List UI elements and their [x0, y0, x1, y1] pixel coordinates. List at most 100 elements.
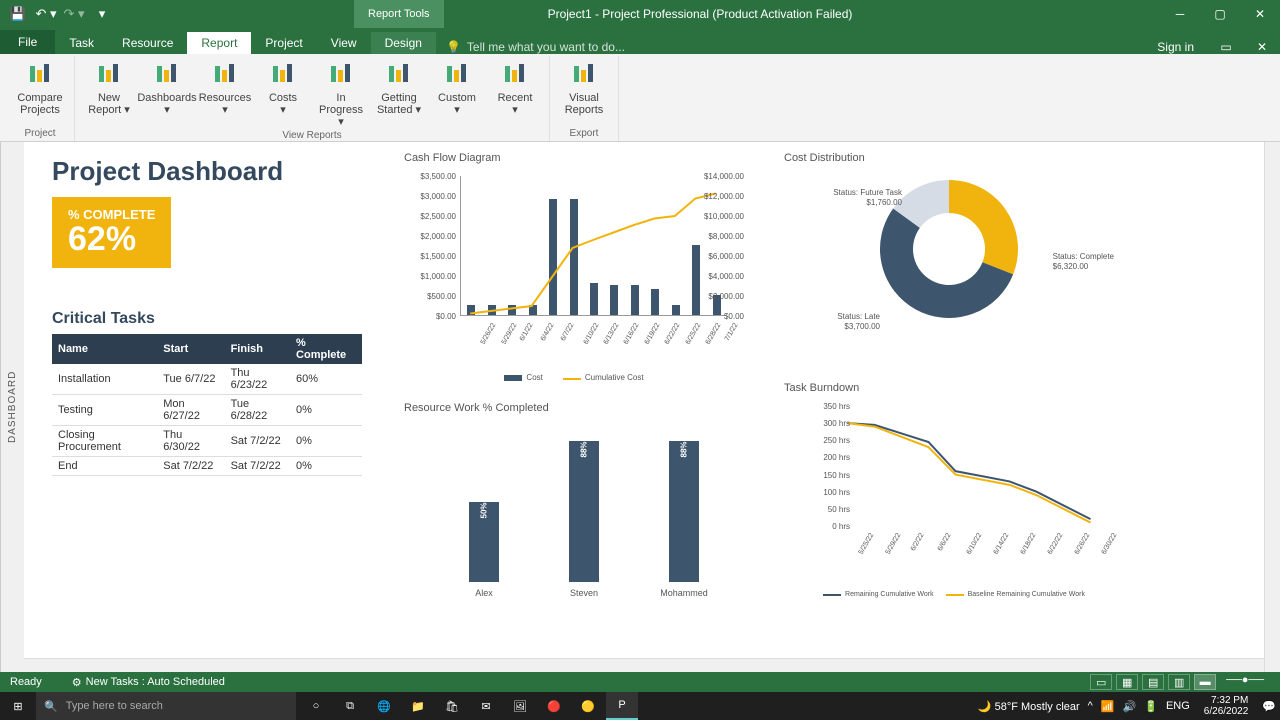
burndown-title: Task Burndown	[784, 382, 1124, 394]
table-row[interactable]: Closing ProcurementThu 6/30/22Sat 7/2/22…	[52, 426, 362, 457]
cost-distribution-chart[interactable]: Cost Distribution Status: Late$3,700.00 …	[784, 152, 1114, 372]
start-button[interactable]: ⊞	[0, 692, 36, 720]
table-cell: 0%	[290, 395, 362, 426]
taskbar-search[interactable]: 🔍 Type here to search	[36, 692, 296, 720]
tray-chevron-icon[interactable]: ^	[1088, 700, 1093, 712]
ribbon-recent-button[interactable]: Recent▾	[487, 56, 543, 130]
search-placeholder: Type here to search	[66, 700, 163, 712]
ribbon-visual-button[interactable]: VisualReports	[556, 56, 612, 118]
sign-in-link[interactable]: Sign in	[1143, 40, 1208, 54]
ribbon-new-report-button[interactable]: NewReport ▾	[81, 56, 137, 130]
edge-icon[interactable]: 🌐	[368, 692, 400, 720]
task-view-icon[interactable]: ⧉	[334, 692, 366, 720]
redo-icon[interactable]: ↷ ▾	[62, 2, 86, 26]
table-cell: 0%	[290, 457, 362, 476]
store-icon[interactable]: 🛍	[436, 692, 468, 720]
tell-me-search[interactable]: 💡 Tell me what you want to do...	[436, 40, 1143, 54]
clock[interactable]: 7:32 PM6/26/2022	[1198, 695, 1255, 717]
ribbon-compare-button[interactable]: CompareProjects	[12, 56, 68, 118]
battery-icon[interactable]: 🔋	[1144, 700, 1158, 713]
language-indicator[interactable]: ENG	[1166, 700, 1190, 712]
ribbon-display-icon[interactable]: ▭	[1208, 40, 1244, 54]
table-cell: Sat 7/2/22	[157, 457, 224, 476]
tab-task[interactable]: Task	[55, 32, 108, 54]
table-cell: Tue 6/28/22	[225, 395, 290, 426]
view-report-icon[interactable]: ▬	[1194, 674, 1216, 690]
schedule-mode-icon[interactable]: ⚙	[72, 676, 82, 689]
ribbon-custom-button[interactable]: Custom▾	[429, 56, 485, 130]
ribbon-group-label: Project	[24, 128, 55, 141]
kpi-value: 62%	[68, 222, 155, 256]
view-gantt-icon[interactable]: ▭	[1090, 674, 1112, 690]
dashboards-icon	[151, 58, 183, 90]
table-cell: Mon 6/27/22	[157, 395, 224, 426]
close-icon[interactable]: ✕	[1240, 0, 1280, 28]
status-schedule-mode[interactable]: New Tasks : Auto Scheduled	[86, 676, 225, 688]
view-shortcuts: ▭ ▦ ▤ ▥ ▬ ──●──	[1090, 674, 1270, 690]
ribbon-resources-button[interactable]: Resources▾	[197, 56, 253, 130]
title-bar: 💾 ↶ ▾ ↷ ▾ ▾ Report Tools Project1 - Proj…	[0, 0, 1280, 28]
restore-icon[interactable]: ▢	[1200, 0, 1240, 28]
lightbulb-icon: 💡	[446, 40, 461, 54]
tab-report[interactable]: Report	[187, 32, 251, 54]
burndown-legend: Remaining Cumulative Work Baseline Remai…	[784, 591, 1124, 598]
table-cell: End	[52, 457, 157, 476]
ribbon-dashboards-button[interactable]: Dashboards▾	[139, 56, 195, 130]
tellme-placeholder: Tell me what you want to do...	[467, 40, 625, 54]
tab-resource[interactable]: Resource	[108, 32, 187, 54]
ribbon-group: NewReport ▾Dashboards▾Resources▾Costs▾In…	[75, 56, 550, 141]
zoom-slider[interactable]: ──●──	[1226, 674, 1264, 690]
tab-project[interactable]: Project	[251, 32, 316, 54]
view-team-planner-icon[interactable]: ▤	[1142, 674, 1164, 690]
chrome2-icon[interactable]: 🟡	[572, 692, 604, 720]
save-icon[interactable]: 💾	[6, 2, 30, 26]
horizontal-scrollbar[interactable]	[24, 658, 1264, 672]
new-report-icon	[93, 58, 125, 90]
table-row[interactable]: TestingMon 6/27/22Tue 6/28/220%	[52, 395, 362, 426]
table-row[interactable]: InstallationTue 6/7/22Thu 6/23/2260%	[52, 364, 362, 395]
taskbar-pinned-apps: ○ ⧉ 🌐 📁 🛍 ✉ 🖼 🔴 🟡 P	[300, 692, 638, 720]
tab-file[interactable]: File	[0, 30, 55, 54]
photos-icon[interactable]: 🖼	[504, 692, 536, 720]
view-side-tab[interactable]: DASHBOARD	[0, 142, 24, 672]
compare-icon	[24, 58, 56, 90]
undo-icon[interactable]: ↶ ▾	[34, 2, 58, 26]
wifi-icon[interactable]: 📶	[1101, 700, 1115, 713]
custom-icon	[441, 58, 473, 90]
cash-flow-chart[interactable]: Cash Flow Diagram Cost Cumulative Cost $…	[404, 152, 744, 382]
tab-design[interactable]: Design	[371, 32, 436, 54]
chrome-icon[interactable]: 🔴	[538, 692, 570, 720]
qat-more-icon[interactable]: ▾	[90, 2, 114, 26]
kpi-complete-box[interactable]: % COMPLETE 62%	[52, 197, 171, 268]
resource-work-chart[interactable]: Resource Work % Completed 50%Alex88%Stev…	[404, 402, 744, 612]
volume-icon[interactable]: 🔊	[1123, 700, 1137, 713]
notifications-icon[interactable]: 💬	[1262, 700, 1276, 713]
dashboard-canvas[interactable]: Project Dashboard % COMPLETE 62% Critica…	[24, 142, 1264, 672]
task-burndown-chart[interactable]: Task Burndown Remaining Cumulative Work …	[784, 382, 1124, 612]
table-row[interactable]: EndSat 7/2/22Sat 7/2/220%	[52, 457, 362, 476]
windows-taskbar: ⊞ 🔍 Type here to search ○ ⧉ 🌐 📁 🛍 ✉ 🖼 🔴 …	[0, 692, 1280, 720]
tab-view[interactable]: View	[317, 32, 371, 54]
table-cell: Thu 6/23/22	[225, 364, 290, 395]
ribbon-progress-button[interactable]: In Progress▾	[313, 56, 369, 130]
weather-widget[interactable]: 🌙 58°F Mostly clear	[978, 700, 1080, 713]
resource-xlabel: Alex	[475, 588, 493, 598]
project-app-icon[interactable]: P	[606, 692, 638, 720]
explorer-icon[interactable]: 📁	[402, 692, 434, 720]
table-cell: Installation	[52, 364, 157, 395]
table-header: Start	[157, 334, 224, 364]
status-bar: Ready ⚙ New Tasks : Auto Scheduled ▭ ▦ ▤…	[0, 672, 1280, 692]
view-task-usage-icon[interactable]: ▦	[1116, 674, 1138, 690]
ribbon-started-button[interactable]: GettingStarted ▾	[371, 56, 427, 130]
vertical-scrollbar[interactable]	[1264, 142, 1280, 672]
cortana-icon[interactable]: ○	[300, 692, 332, 720]
minimize-icon[interactable]: ─	[1160, 0, 1200, 28]
ribbon-body: CompareProjects Project NewReport ▾Dashboa…	[0, 54, 1280, 142]
ribbon-costs-button[interactable]: Costs▾	[255, 56, 311, 130]
status-ready: Ready	[10, 676, 42, 688]
critical-tasks-table[interactable]: NameStartFinish% Complete InstallationTu…	[52, 334, 362, 476]
mdi-close-icon[interactable]: ✕	[1244, 40, 1280, 54]
taskbar-tray: 🌙 58°F Mostly clear ^ 📶 🔊 🔋 ENG 7:32 PM6…	[978, 695, 1280, 717]
mail-icon[interactable]: ✉	[470, 692, 502, 720]
view-resource-sheet-icon[interactable]: ▥	[1168, 674, 1190, 690]
